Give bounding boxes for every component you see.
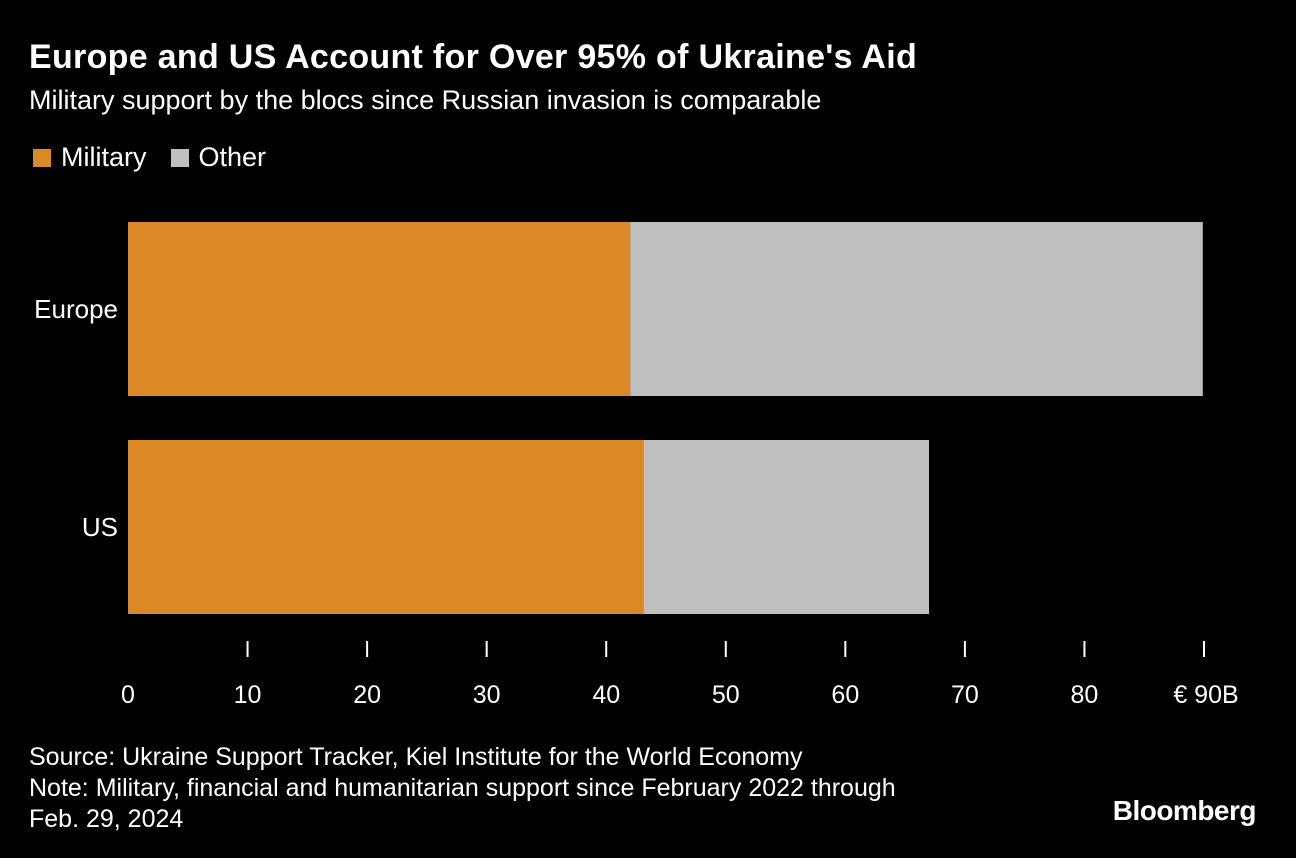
x-tick-label-90: € 90B xyxy=(1173,681,1238,709)
legend-label-other: Other xyxy=(198,142,267,172)
x-tick-label-80: 80 xyxy=(1071,681,1099,709)
x-tick-label-10: 10 xyxy=(234,681,262,709)
footer-notes: Source: Ukraine Support Tracker, Kiel In… xyxy=(29,742,896,835)
note-line-2: Feb. 29, 2024 xyxy=(29,805,184,833)
bar-europe-other xyxy=(630,222,1203,396)
legend-label-military: Military xyxy=(61,142,147,172)
legend-swatch-other xyxy=(170,148,189,167)
x-tick-label-30: 30 xyxy=(473,681,501,709)
legend: Military Other xyxy=(33,142,290,173)
bar-us-military xyxy=(128,440,644,614)
bar-us-other xyxy=(643,440,930,614)
legend-swatch-military xyxy=(33,148,51,167)
x-tick-label-40: 40 xyxy=(592,681,620,709)
category-label-europe: Europe xyxy=(34,294,118,324)
legend-item-military: Military xyxy=(33,142,147,173)
x-tick-label-0: 0 xyxy=(121,681,135,709)
chart-title: Europe and US Account for Over 95% of Uk… xyxy=(29,38,918,76)
x-tick-label-60: 60 xyxy=(831,681,859,709)
bar-europe-military xyxy=(128,222,631,396)
x-tick-label-70: 70 xyxy=(951,681,979,709)
category-label-us: US xyxy=(82,512,118,542)
x-tick-label-20: 20 xyxy=(353,681,381,709)
chart-subtitle: Military support by the blocs since Russ… xyxy=(29,85,822,115)
bloomberg-logo: Bloomberg xyxy=(1112,795,1257,826)
note-line-1: Note: Military, financial and humanitari… xyxy=(29,774,896,802)
source-note: Source: Ukraine Support Tracker, Kiel In… xyxy=(29,743,803,771)
legend-item-other: Other xyxy=(170,142,267,173)
x-tick-label-50: 50 xyxy=(712,681,740,709)
